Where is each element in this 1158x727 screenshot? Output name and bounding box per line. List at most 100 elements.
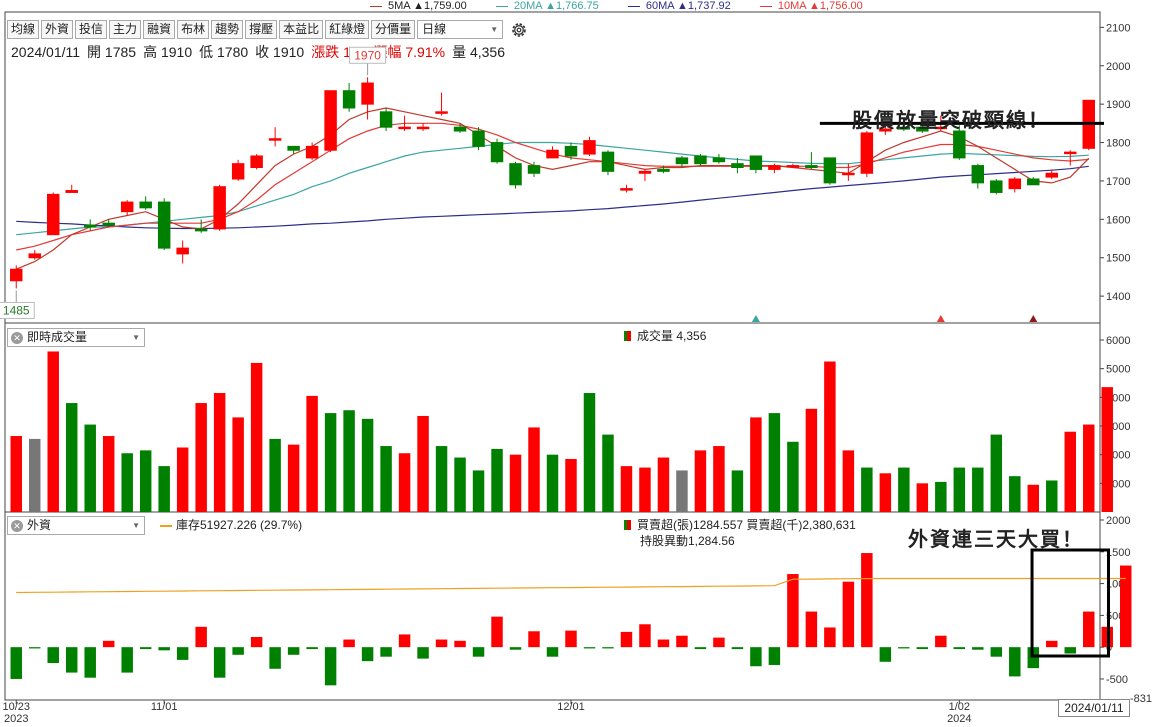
candle-body [287, 145, 300, 151]
foreign-net-bar [842, 581, 855, 648]
volume-bar [861, 467, 873, 512]
toolbar-button-price-volume[interactable]: 分價量 [371, 20, 416, 39]
foreign-net-bar [879, 647, 892, 662]
foreign-net-bar [158, 647, 170, 651]
candle-body [194, 228, 208, 232]
volume-bar [768, 413, 781, 512]
candle-body [102, 222, 115, 226]
net-buy-lots: 買賣超(張)1284.557 [637, 518, 744, 532]
x-tick-label: 10/23 [2, 701, 30, 713]
close-icon[interactable]: ✕ [11, 519, 23, 532]
volume-bar [176, 447, 189, 512]
highlight-box [1030, 548, 1110, 658]
volume-bar [139, 450, 152, 512]
foreign-net-bar [1120, 565, 1132, 648]
quote-pct: 漲幅 7.91% [373, 44, 446, 60]
toolbar-button-trust[interactable]: 投信 [75, 20, 108, 39]
foreign-net-bar [269, 647, 281, 669]
foreign-net-bar [232, 647, 244, 655]
volume-bar [398, 453, 411, 512]
quote-close: 收 1910 [255, 44, 305, 60]
foreign-net-bar [398, 634, 411, 648]
volume-bar [731, 470, 744, 512]
volume-bar [47, 351, 59, 512]
volume-tick-label: 6000 [1106, 335, 1130, 347]
candle-body [823, 157, 837, 184]
price-tick-label: 1500 [1106, 253, 1130, 265]
candle-body [268, 138, 282, 141]
foreign-net-bar [731, 647, 744, 650]
price-annotation: 股價放量突破頸線！ [852, 108, 1050, 132]
x-tick-label: 12/01 [557, 701, 585, 713]
cursor-date: 2024/01/11 [1058, 699, 1130, 717]
foreign-net-bar [861, 553, 873, 648]
volume-bar [121, 453, 133, 512]
toolbar-button-support[interactable]: 撐壓 [245, 20, 278, 39]
legend-ma10: 10MA ▲1,756.00 [759, 0, 863, 12]
foreign-net-bar [306, 647, 318, 650]
gear-icon[interactable] [509, 20, 529, 39]
foreign-net-bar [1064, 647, 1076, 654]
foreign-net-bar [29, 647, 41, 649]
candle-body [694, 155, 707, 165]
volume-indicator-select[interactable]: ✕ 即時成交量 ▼ [7, 328, 145, 347]
volume-bar [102, 436, 115, 512]
volume-bar [1027, 484, 1040, 512]
low-label: 1485 [3, 303, 30, 317]
foreign-indicator-label: 外資 [27, 518, 52, 532]
legend-ma5: 5MA ▲1,759.00 [370, 0, 467, 12]
toolbar-button-ma[interactable]: 均線 [7, 20, 40, 39]
foreign-net-bar [1046, 640, 1058, 648]
candle-body [361, 82, 374, 105]
high-label-box [349, 46, 387, 64]
candle-body [527, 165, 541, 174]
period-select-value: 日線 [422, 22, 447, 36]
volume-bar [195, 403, 207, 512]
foreign-net-bar [121, 647, 133, 673]
candle-body [842, 172, 855, 176]
candle-body [675, 157, 689, 165]
foreign-net-bar [750, 647, 762, 667]
foreign-net-bar [694, 647, 707, 650]
foreign-net-bar [1027, 647, 1040, 669]
foreign-net-bar [916, 647, 929, 650]
indicator-toolbar: 均線 外資 投信 主力 融資 布林 趨勢 撐壓 本益比 紅綠燈 分價量 日線 ▼ [7, 20, 529, 39]
candle-body [509, 163, 522, 186]
toolbar-button-foreign[interactable]: 外資 [41, 20, 74, 39]
net-buy-legend: 買賣超(張)1284.557 買賣超(千)2,380,631 [624, 516, 856, 533]
legend-ma60: 60MA ▲1,737.92 [627, 0, 731, 12]
volume-bar [158, 466, 170, 512]
toolbar-button-signal[interactable]: 紅綠燈 [325, 20, 370, 39]
candle-body [731, 163, 744, 168]
volume-bar [361, 418, 374, 512]
toolbar-button-trend[interactable]: 趨勢 [211, 20, 244, 39]
foreign-tick-label: -500 [1106, 674, 1128, 686]
foreign-net-bar [454, 640, 466, 648]
foreign-net-bar [435, 639, 448, 648]
close-icon[interactable]: ✕ [11, 331, 23, 344]
volume-bar [29, 438, 41, 512]
foreign-net-bar [176, 647, 189, 660]
foreign-net-bar [491, 616, 503, 648]
toolbar-button-pe[interactable]: 本益比 [279, 20, 324, 39]
candle-body [768, 165, 781, 170]
ma60-line [16, 165, 1089, 230]
foreign-net-bar [583, 647, 596, 649]
period-select[interactable]: 日線 ▼ [417, 20, 504, 39]
candle-body [990, 180, 1003, 193]
candle-body [472, 130, 485, 147]
price-tick-label: 1600 [1106, 214, 1130, 226]
foreign-net-bar [953, 647, 966, 650]
foreign-net-bar [898, 647, 910, 649]
foreign-indicator-select[interactable]: ✕ 外資 ▼ [7, 516, 145, 535]
volume-bar [454, 457, 466, 512]
volume-bar [620, 466, 633, 512]
toolbar-button-margin[interactable]: 融資 [143, 20, 176, 39]
volume-bar [250, 362, 263, 512]
candle-body [916, 126, 929, 132]
candle-body [1064, 151, 1077, 155]
candle-body [379, 111, 393, 128]
candle-body [157, 201, 171, 249]
toolbar-button-bollinger[interactable]: 布林 [177, 20, 210, 39]
toolbar-button-major[interactable]: 主力 [109, 20, 142, 39]
